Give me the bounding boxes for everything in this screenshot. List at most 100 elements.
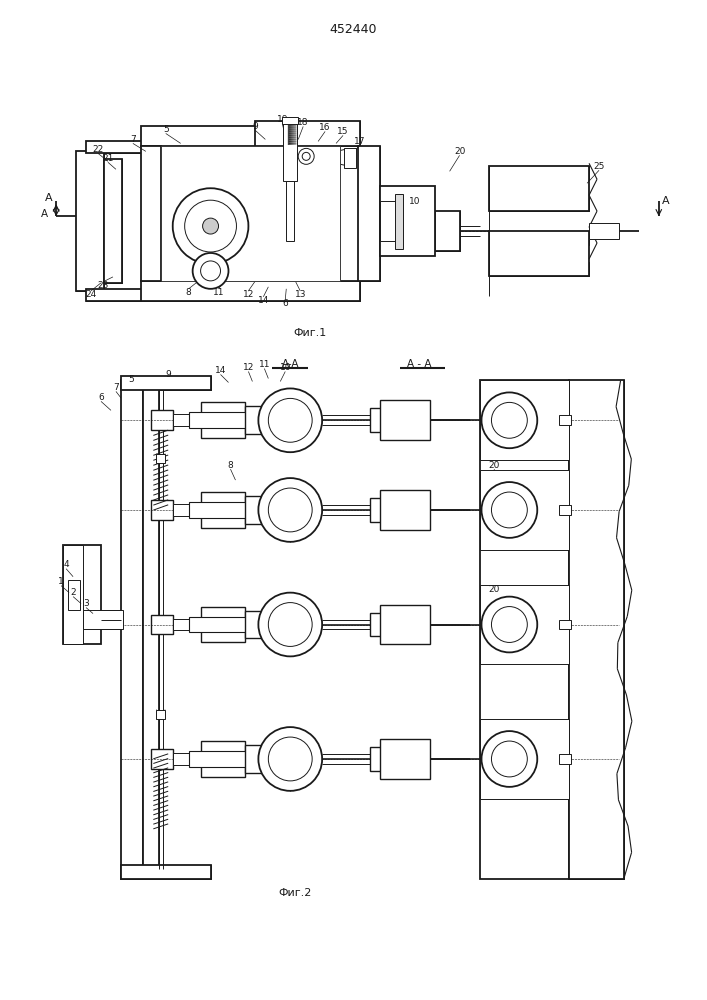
Bar [141, 146, 160, 281]
Bar [63, 545, 101, 644]
Bar [86, 141, 142, 153]
Bar [340, 146, 360, 281]
Text: A: A [45, 193, 53, 203]
Bar [569, 380, 624, 879]
Bar [380, 605, 430, 644]
Text: 19: 19 [276, 115, 288, 124]
Bar [156, 454, 165, 463]
Text: A - A: A - A [407, 359, 432, 369]
Bar [284, 121, 297, 181]
Bar [173, 619, 201, 630]
Circle shape [258, 727, 322, 791]
Circle shape [481, 731, 537, 787]
Bar [435, 211, 460, 251]
Bar [151, 410, 173, 430]
Text: 15: 15 [337, 127, 349, 136]
Text: 12: 12 [243, 290, 254, 299]
Text: 3: 3 [83, 599, 89, 608]
Bar [489, 166, 589, 180]
Text: 23: 23 [98, 281, 109, 290]
Bar [282, 117, 298, 124]
Bar [380, 400, 430, 440]
Text: A: A [41, 209, 48, 219]
Bar [143, 380, 159, 879]
Circle shape [481, 597, 537, 652]
Bar [151, 500, 173, 520]
Bar [380, 201, 400, 241]
Bar [151, 749, 173, 769]
Bar [121, 865, 211, 879]
Text: 10: 10 [409, 197, 421, 206]
Bar [479, 470, 569, 550]
Text: 12: 12 [243, 363, 254, 372]
Bar [370, 408, 400, 432]
Text: 16: 16 [320, 123, 331, 132]
Bar [344, 148, 356, 168]
Bar [435, 211, 460, 251]
Bar [189, 751, 258, 767]
Bar [104, 159, 122, 283]
Circle shape [491, 607, 527, 642]
Bar [83, 610, 123, 629]
Text: 8: 8 [228, 461, 233, 470]
Circle shape [258, 593, 322, 656]
Bar [489, 197, 589, 211]
Bar [559, 754, 571, 764]
Bar [489, 231, 589, 245]
Text: 24: 24 [86, 290, 97, 299]
Bar [201, 741, 245, 777]
Bar [245, 745, 287, 773]
Bar [245, 611, 287, 638]
Bar [104, 159, 122, 283]
Bar [189, 502, 258, 518]
Text: 452440: 452440 [329, 23, 377, 36]
Text: 6: 6 [98, 393, 104, 402]
Bar [63, 545, 83, 644]
Text: 5: 5 [163, 125, 168, 134]
Bar [479, 719, 569, 799]
Bar [156, 710, 165, 719]
Bar [245, 496, 287, 524]
Text: 18: 18 [298, 118, 309, 127]
Text: Фиг.2: Фиг.2 [279, 888, 312, 898]
Circle shape [269, 488, 312, 532]
Text: 14: 14 [257, 296, 269, 305]
Bar [201, 607, 245, 642]
Bar [189, 412, 258, 428]
Bar [559, 505, 571, 515]
Text: 9: 9 [166, 370, 172, 379]
Bar [489, 166, 589, 211]
Circle shape [491, 741, 527, 777]
Circle shape [302, 152, 310, 160]
Bar [76, 151, 104, 291]
Circle shape [258, 478, 322, 542]
Text: 13: 13 [294, 290, 306, 299]
Text: 1: 1 [58, 577, 64, 586]
Bar [370, 747, 400, 771]
Text: 4: 4 [64, 560, 69, 569]
Bar [141, 281, 360, 301]
Bar [151, 500, 173, 520]
Text: 10: 10 [279, 363, 291, 372]
Text: 7: 7 [113, 383, 119, 392]
Bar [143, 380, 159, 879]
Circle shape [269, 737, 312, 781]
Text: 7: 7 [130, 135, 136, 144]
Circle shape [258, 388, 322, 452]
Bar [380, 739, 430, 779]
Circle shape [185, 200, 236, 252]
Text: 11: 11 [213, 288, 224, 297]
Bar [121, 865, 211, 879]
Bar [245, 406, 287, 434]
Bar [358, 146, 380, 281]
Bar [68, 580, 80, 610]
Text: 2: 2 [70, 588, 76, 597]
Circle shape [173, 188, 248, 264]
Bar [358, 146, 380, 281]
Bar [83, 610, 123, 629]
Text: 6: 6 [282, 299, 288, 308]
Bar [255, 121, 360, 146]
Bar [160, 146, 340, 281]
Bar [173, 504, 201, 516]
Bar [121, 376, 211, 390]
